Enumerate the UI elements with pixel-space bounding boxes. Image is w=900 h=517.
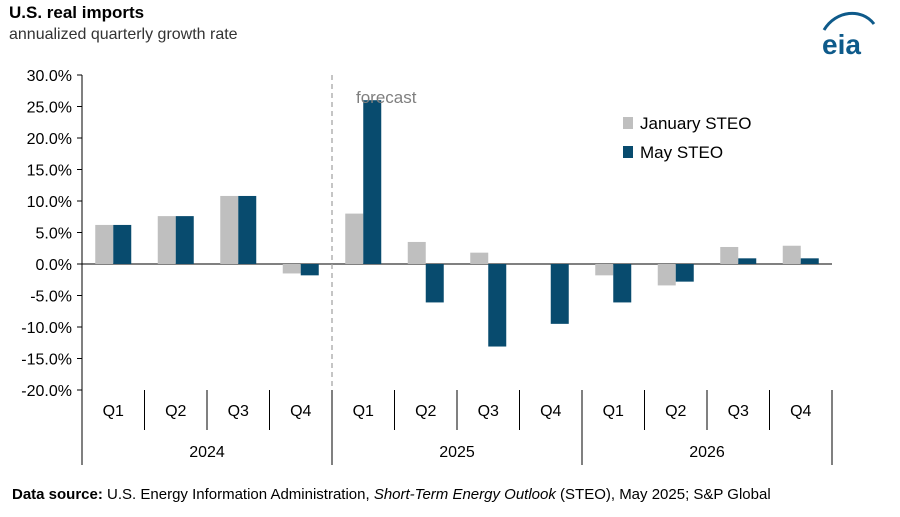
x-tick-label: Q4 — [790, 403, 811, 420]
y-tick-label: 10.0% — [27, 194, 72, 211]
labels-layer: -20.0% -15.0% -10.0% -5.0% 0.0% 5.0% 10.0% 15.0… — [21, 68, 811, 461]
chart-subtitle: annualized quarterly growth rate — [9, 26, 238, 43]
x-tick-label: Q4 — [290, 403, 311, 420]
bar-may-steo — [800, 258, 819, 264]
bar-may-steo — [363, 100, 382, 264]
x-tick-label: Q2 — [665, 403, 686, 420]
x-tick-label: Q2 — [415, 403, 436, 420]
bar-may-steo — [550, 264, 569, 324]
bars-layer — [95, 100, 819, 347]
bar-january-steo — [595, 264, 614, 276]
chart-title: U.S. real imports — [9, 3, 145, 22]
bar-january-steo — [157, 216, 176, 264]
y-tick-label: 30.0% — [27, 68, 72, 85]
x-tick-label: Q1 — [603, 403, 624, 420]
legend-swatch-january — [623, 117, 633, 129]
bar-may-steo — [425, 264, 444, 303]
y-tick-label: -10.0% — [21, 320, 72, 337]
data-source-publication: Short-Term Energy Outlook — [373, 486, 556, 503]
bar-may-steo — [738, 258, 757, 264]
bar-january-steo — [657, 264, 676, 286]
x-tick-label: Q1 — [103, 403, 124, 420]
y-tick-label: -15.0% — [21, 352, 72, 369]
x-tick-label: Q4 — [540, 403, 561, 420]
x-tick-label: Q3 — [228, 403, 249, 420]
bar-january-steo — [282, 264, 301, 274]
bar-january-steo — [220, 195, 239, 264]
bar-may-steo — [300, 264, 319, 276]
y-tick-label: -20.0% — [21, 383, 72, 400]
x-group-label: 2025 — [439, 444, 475, 461]
y-tick-label: 15.0% — [27, 163, 72, 180]
bar-january-steo — [782, 245, 801, 264]
eia-logo: eia — [822, 11, 876, 60]
y-tick-label: -5.0% — [30, 289, 72, 306]
eia-logo-arc — [822, 11, 876, 31]
data-source-text-end: (STEO), May 2025; S&P Global — [555, 486, 771, 503]
data-source-label: Data source: — [12, 486, 103, 503]
x-tick-label: Q1 — [353, 403, 374, 420]
bar-january-steo — [95, 224, 114, 264]
bar-may-steo — [675, 264, 694, 282]
x-group-label: 2026 — [689, 444, 725, 461]
y-tick-label: 0.0% — [36, 257, 72, 274]
legend-label-january: January STEO — [640, 114, 752, 133]
x-tick-label: Q3 — [728, 403, 749, 420]
bar-january-steo — [407, 241, 426, 264]
x-group-label: 2024 — [189, 444, 225, 461]
x-tick-label: Q2 — [165, 403, 186, 420]
y-tick-label: 20.0% — [27, 131, 72, 148]
legend: January STEO May STEO — [623, 114, 752, 162]
bar-january-steo — [345, 213, 364, 264]
bar-may-steo — [113, 224, 132, 264]
bar-may-steo — [175, 216, 194, 264]
bar-january-steo — [470, 252, 489, 264]
data-source-text: U.S. Energy Information Administration, — [102, 486, 374, 503]
data-source-note: Data source: U.S. Energy Information Adm… — [12, 486, 771, 503]
legend-label-may: May STEO — [640, 143, 723, 162]
bar-may-steo — [488, 264, 507, 347]
y-tick-label: 5.0% — [36, 226, 72, 243]
bar-may-steo — [613, 264, 632, 303]
legend-swatch-may — [623, 146, 633, 158]
forecast-annotation: forecast — [356, 88, 417, 107]
eia-logo-text: eia — [822, 29, 861, 60]
x-tick-label: Q3 — [478, 403, 499, 420]
axis-layer — [77, 74, 833, 465]
y-tick-label: 25.0% — [27, 100, 72, 117]
bar-january-steo — [720, 246, 739, 264]
bar-may-steo — [238, 195, 257, 264]
